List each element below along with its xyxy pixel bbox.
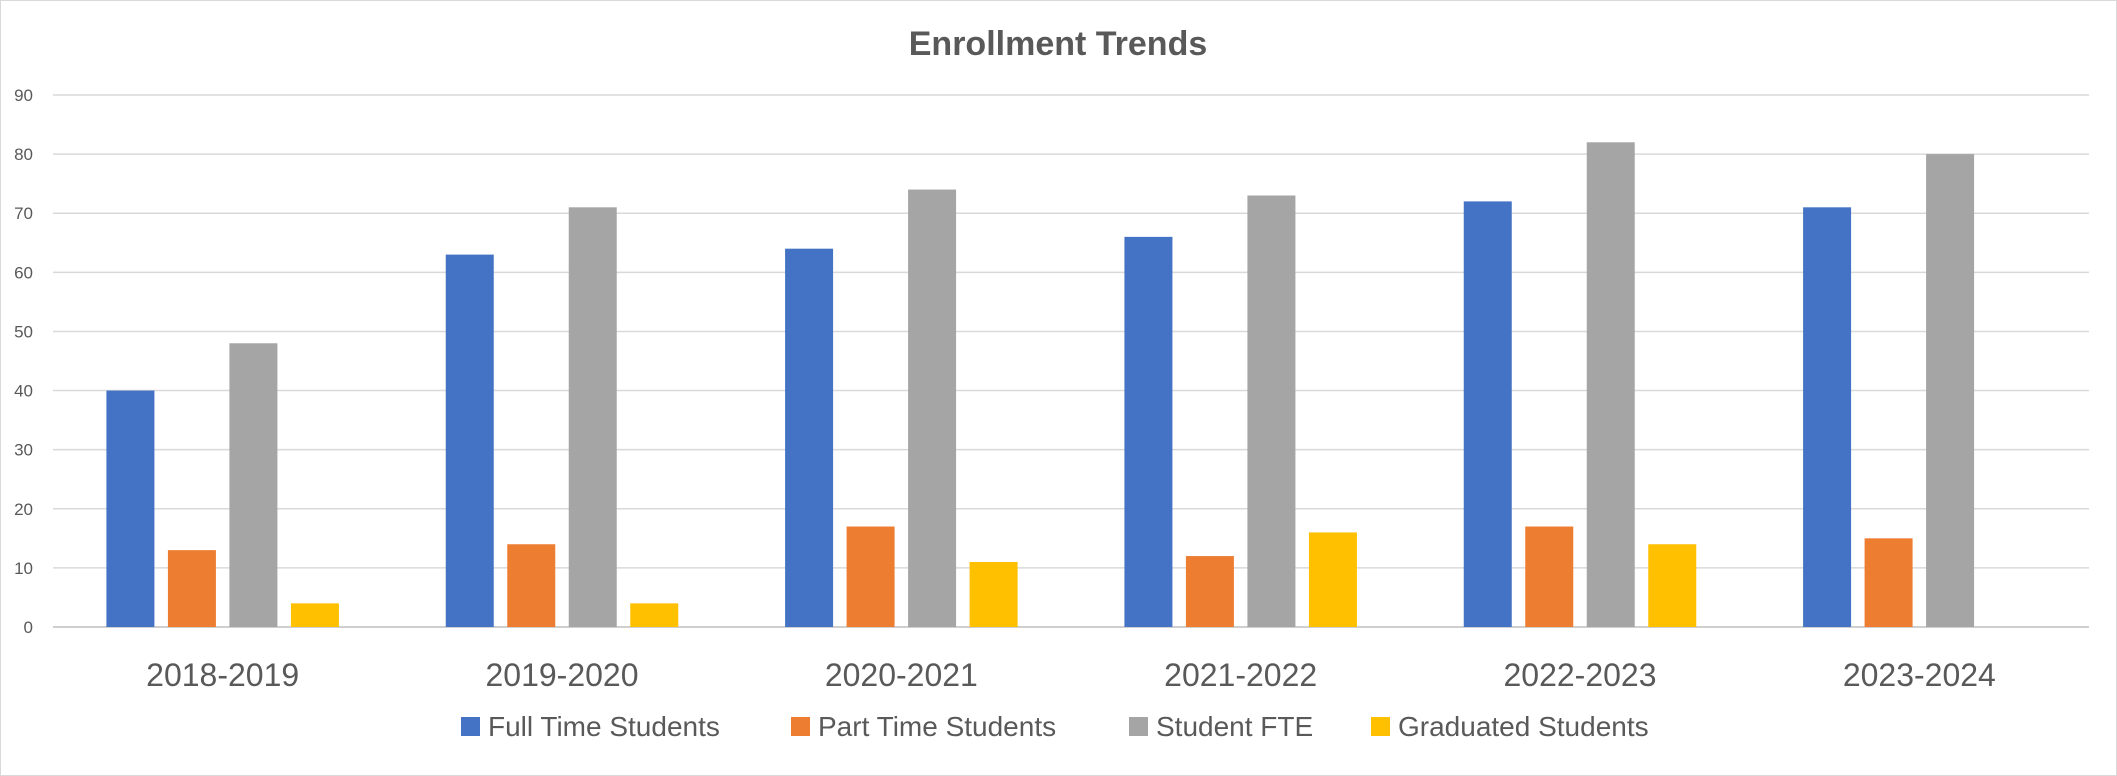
y-tick-label: 70 [14, 204, 33, 223]
bar [785, 248, 834, 627]
bar-group [785, 189, 1018, 628]
bar [630, 603, 679, 627]
bar [1648, 544, 1697, 627]
legend-swatch [461, 717, 480, 736]
x-tick-label: 2023-2024 [1843, 657, 1996, 693]
y-tick-label: 90 [14, 86, 33, 105]
bar [1124, 236, 1173, 627]
bar-group [106, 343, 339, 627]
bar [507, 544, 556, 627]
legend-item: Student FTE [1129, 711, 1313, 742]
bar [106, 390, 155, 627]
legend-label: Graduated Students [1398, 711, 1649, 742]
chart-title: Enrollment Trends [909, 25, 1208, 63]
y-tick-label: 20 [14, 500, 33, 519]
y-tick-label: 0 [24, 618, 33, 637]
y-tick-label: 60 [14, 263, 33, 282]
bar [1926, 154, 1975, 627]
bar [846, 526, 895, 627]
y-tick-label: 30 [14, 441, 33, 460]
bar [1525, 526, 1574, 627]
legend-item: Graduated Students [1371, 711, 1649, 742]
legend-swatch [1371, 717, 1390, 736]
x-tick-label: 2018-2019 [146, 657, 299, 693]
x-tick-label: 2020-2021 [825, 657, 978, 693]
y-tick-label: 50 [14, 322, 33, 341]
bar [969, 561, 1018, 627]
bar-group [1463, 142, 1697, 628]
bar [1247, 195, 1296, 627]
bar-groups [106, 142, 1975, 628]
bar [1308, 532, 1357, 627]
bar [1185, 556, 1234, 627]
bar [167, 550, 216, 627]
gridlines [53, 94, 2089, 628]
y-axis-tick-labels: 0 10 20 30 40 50 60 70 80 90 [14, 86, 33, 637]
bar [1586, 142, 1635, 628]
bar-group [1124, 195, 1357, 627]
legend-item: Full Time Students [461, 711, 720, 742]
x-tick-label: 2019-2020 [485, 657, 638, 693]
legend-item: Part Time Students [791, 711, 1056, 742]
legend-swatch [1129, 717, 1148, 736]
bar [1463, 201, 1512, 627]
bar [445, 254, 494, 627]
bar [1864, 538, 1913, 627]
bar [908, 189, 957, 628]
x-tick-label: 2021-2022 [1164, 657, 1317, 693]
y-tick-label: 40 [14, 382, 33, 401]
bar [229, 343, 278, 627]
bar-group [445, 207, 679, 628]
bar [568, 207, 617, 628]
legend-label: Part Time Students [818, 711, 1056, 742]
legend-label: Student FTE [1156, 711, 1313, 742]
x-axis-tick-labels: 2018-2019 2019-2020 2020-2021 2021-2022 2022… [146, 657, 1996, 693]
x-tick-label: 2022-2023 [1503, 657, 1656, 693]
bar-group [1803, 154, 1975, 628]
y-tick-label: 80 [14, 145, 33, 164]
legend: Full Time Students Part Time Students Stud… [461, 711, 1649, 742]
bar [1803, 207, 1852, 628]
legend-swatch [791, 717, 810, 736]
legend-label: Full Time Students [488, 711, 720, 742]
bar [290, 603, 339, 627]
y-tick-label: 10 [14, 559, 33, 578]
